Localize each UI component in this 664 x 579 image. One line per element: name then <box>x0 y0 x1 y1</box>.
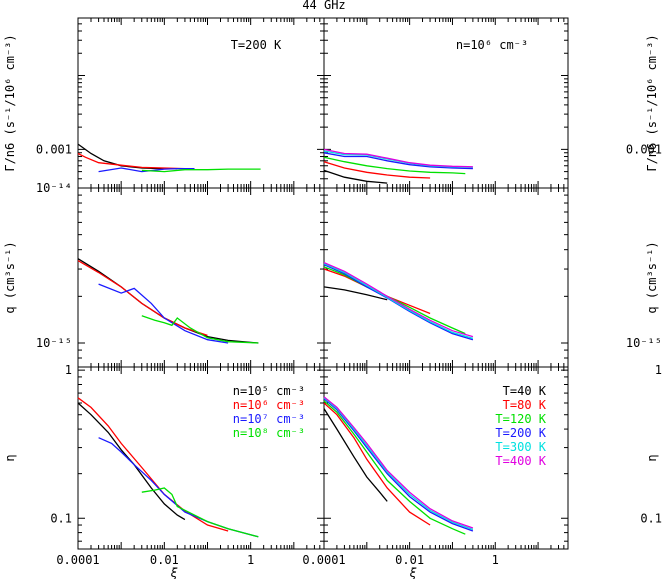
y-axis-label: Γ/n6 (s⁻¹/10⁶ cm⁻³) <box>3 34 17 171</box>
x-axis-label: ξ <box>409 566 417 579</box>
x-tick-label: 1 <box>247 553 254 567</box>
y-tick-label: 10⁻¹⁵ <box>36 336 72 350</box>
y-axis-label: η <box>3 454 17 461</box>
y-axis-label: q (cm³s⁻¹) <box>3 241 17 313</box>
x-tick-label: 0.01 <box>395 553 424 567</box>
series-line <box>323 397 474 531</box>
series-line <box>141 487 259 538</box>
series-line <box>323 286 388 301</box>
y-tick-label: 1 <box>655 363 662 377</box>
series-line <box>77 258 259 344</box>
panel-q-left: 10⁻¹⁵ 10⁻¹⁴ q (cm³s⁻¹) <box>3 181 325 368</box>
series-line <box>323 262 474 338</box>
axes-frame <box>323 187 569 368</box>
y-tick-label: 0.1 <box>640 511 662 525</box>
axes-frame <box>323 17 569 189</box>
series-line <box>323 402 431 526</box>
legend-entry: T=120 K <box>495 412 546 426</box>
series-line <box>323 266 466 335</box>
panel-eta-right: 1 0.1 η 0.01 1 0.0001 ξ T=40 KT=80 KT=120 KT=20… <box>302 363 662 579</box>
legend-entry: T=200 K <box>495 426 546 440</box>
x-axis-label: ξ <box>170 566 178 579</box>
legend-entry: n=10⁵ cm⁻³ <box>233 384 305 398</box>
series-line <box>323 398 474 532</box>
x-tick-label: 0.01 <box>150 553 179 567</box>
series-line <box>77 260 208 337</box>
panel-annotation: n=10⁶ cm⁻³ <box>456 38 528 52</box>
panel-rate-left: 0.001 Γ/n6 (s⁻¹/10⁶ cm⁻³) T=200 K <box>3 17 325 189</box>
series-line <box>323 263 474 340</box>
legend-entry: n=10⁶ cm⁻³ <box>233 398 305 412</box>
series-line <box>323 156 466 175</box>
legend-entry: n=10⁷ cm⁻³ <box>233 412 305 426</box>
y-tick-label: 1 <box>65 363 72 377</box>
series-line <box>77 152 185 170</box>
legend-entry: T=400 K <box>495 454 546 468</box>
x-tick-label: 1 <box>492 553 499 567</box>
axes-frame <box>77 17 325 189</box>
series-line <box>323 408 388 502</box>
panel-q-right: 10⁻¹⁵ q (cm³s⁻¹) <box>323 187 662 368</box>
series-line <box>141 168 261 173</box>
series-line <box>323 148 473 168</box>
panel-eta-left: 10.1η0.0001 0.01 1ξn=10⁵ cm⁻³n=10⁶ cm⁻³n=1… <box>3 363 325 579</box>
series-line <box>98 437 259 538</box>
series-line <box>323 396 474 529</box>
series-line <box>77 397 229 532</box>
series-line <box>98 283 229 344</box>
y-tick-label: 10⁻¹⁵ <box>626 336 662 350</box>
legend-entry: T=40 K <box>503 384 547 398</box>
y-tick-label: 10⁻¹⁴ <box>36 181 72 195</box>
legend-entry: n=10⁸ cm⁻³ <box>233 426 305 440</box>
y-axis-label: η <box>645 454 659 461</box>
series-line <box>77 143 178 170</box>
legend-entry: T=80 K <box>503 398 547 412</box>
y-axis-label: q (cm³s⁻¹) <box>645 241 659 313</box>
series-line <box>323 400 466 535</box>
panel-annotation: T=200 K <box>231 38 282 52</box>
figure-title: 44 GHz <box>302 0 345 12</box>
y-tick-label: 0.1 <box>50 511 72 525</box>
x-tick-label: 0.0001 <box>302 553 345 567</box>
series-line <box>323 169 388 184</box>
series-line <box>323 152 473 170</box>
x-tick-label: 0.0001 <box>56 553 99 567</box>
y-tick-label: 0.001 <box>626 142 662 156</box>
legend-entry: T=300 K <box>495 440 546 454</box>
y-tick-label: 0.001 <box>36 142 72 156</box>
series-line <box>141 315 259 344</box>
axes-frame <box>77 187 325 368</box>
series-line <box>323 161 431 179</box>
y-axis-label: Γ/n6 (s⁻¹/10⁶ cm⁻³) <box>645 34 659 171</box>
